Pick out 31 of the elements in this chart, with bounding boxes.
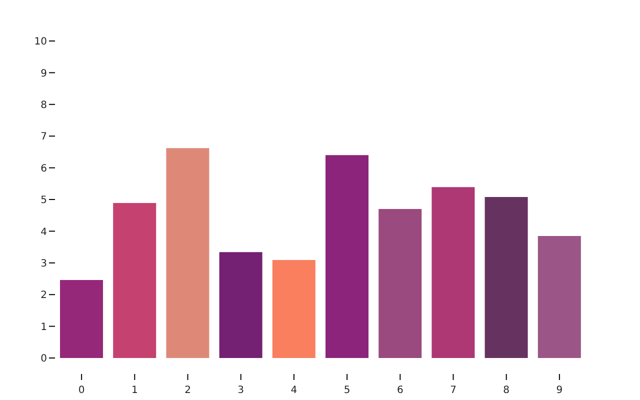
x-tick-label: 5 — [344, 385, 350, 396]
bar — [166, 148, 210, 358]
x-tick-label: 4 — [290, 385, 298, 396]
y-tick-label: 6 — [40, 163, 47, 174]
y-tick-label: 2 — [40, 290, 47, 302]
x-tick-label: 9 — [556, 385, 563, 396]
bar — [219, 252, 262, 358]
x-tick-label: 6 — [396, 385, 404, 396]
bar — [60, 280, 103, 358]
y-tick-label: 4 — [40, 226, 47, 238]
x-tick-label: 3 — [238, 385, 244, 396]
y-tick-label: 8 — [40, 100, 47, 111]
y-tick-label: 10 — [34, 36, 47, 48]
y-tick-label: 1 — [40, 322, 47, 333]
x-tick-label: 7 — [450, 385, 456, 396]
bar — [272, 260, 316, 358]
bar — [326, 155, 368, 358]
y-tick-label: 7 — [40, 132, 47, 143]
x-tick-label: 2 — [184, 385, 191, 396]
y-tick-label: 0 — [40, 354, 47, 365]
bar — [113, 202, 156, 358]
bar — [538, 236, 581, 358]
y-tick-label: 5 — [40, 195, 47, 206]
y-tick-label: 3 — [40, 258, 47, 270]
bar — [432, 187, 475, 358]
x-tick-label: 0 — [78, 385, 85, 396]
bar — [484, 196, 528, 358]
x-tick-label: 1 — [131, 385, 138, 396]
y-tick-label: 9 — [40, 68, 47, 80]
x-tick-label: 8 — [503, 385, 510, 396]
bar — [378, 209, 422, 358]
